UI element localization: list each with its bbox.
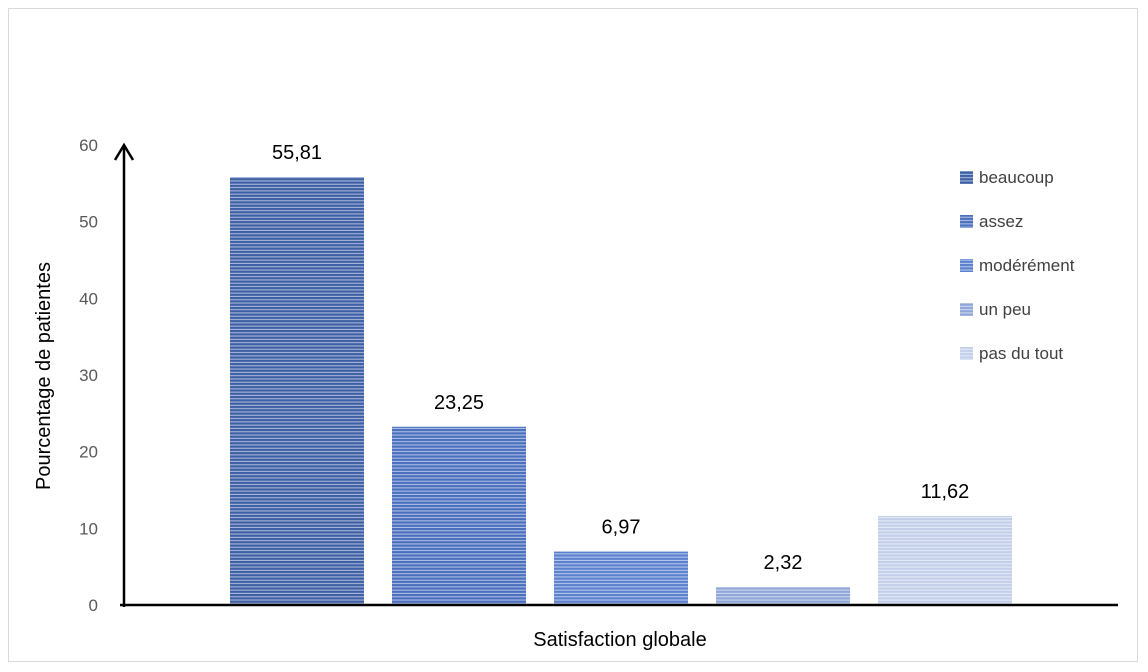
legend-swatch: [960, 171, 973, 184]
y-tick-label: 0: [89, 596, 98, 615]
bar-assez: [392, 426, 526, 605]
y-axis-ticks: 0 10 20 30 40 50 60: [79, 136, 98, 615]
legend: beaucoup assez modérément un peu pas du tout: [960, 168, 1075, 363]
y-tick-label: 50: [79, 213, 98, 232]
legend-label: modérément: [979, 256, 1075, 275]
data-label: 2,32: [764, 552, 803, 574]
x-axis-title: Satisfaction globale: [533, 629, 706, 651]
legend-label: un peu: [979, 300, 1031, 319]
axes: [113, 142, 1118, 607]
legend-label: beaucoup: [979, 168, 1054, 187]
legend-swatch: [960, 215, 973, 228]
bar-pas-du-tout: [878, 515, 1012, 605]
legend-swatch: [960, 303, 973, 316]
bar-beaucoup: [230, 177, 364, 605]
bar-un-peu: [716, 587, 850, 605]
legend-swatch: [960, 259, 973, 272]
legend-label: assez: [979, 212, 1023, 231]
data-labels: 55,81 23,25 6,97 2,32 11,62: [272, 142, 969, 574]
legend-swatch: [960, 347, 973, 360]
y-tick-label: 10: [79, 519, 98, 538]
data-label: 55,81: [272, 142, 322, 164]
y-axis-title: Pourcentage de patientes: [33, 262, 55, 490]
data-label: 6,97: [602, 517, 641, 539]
y-tick-label: 60: [79, 136, 98, 155]
legend-label: pas du tout: [979, 344, 1063, 363]
y-tick-label: 30: [79, 366, 98, 385]
data-label: 11,62: [921, 481, 970, 503]
bars: [230, 177, 1012, 605]
y-axis-arrow-icon: [113, 142, 135, 161]
bar-modérément: [554, 551, 688, 605]
y-tick-label: 20: [79, 443, 98, 462]
y-tick-label: 40: [79, 289, 98, 308]
data-label: 23,25: [434, 392, 484, 414]
